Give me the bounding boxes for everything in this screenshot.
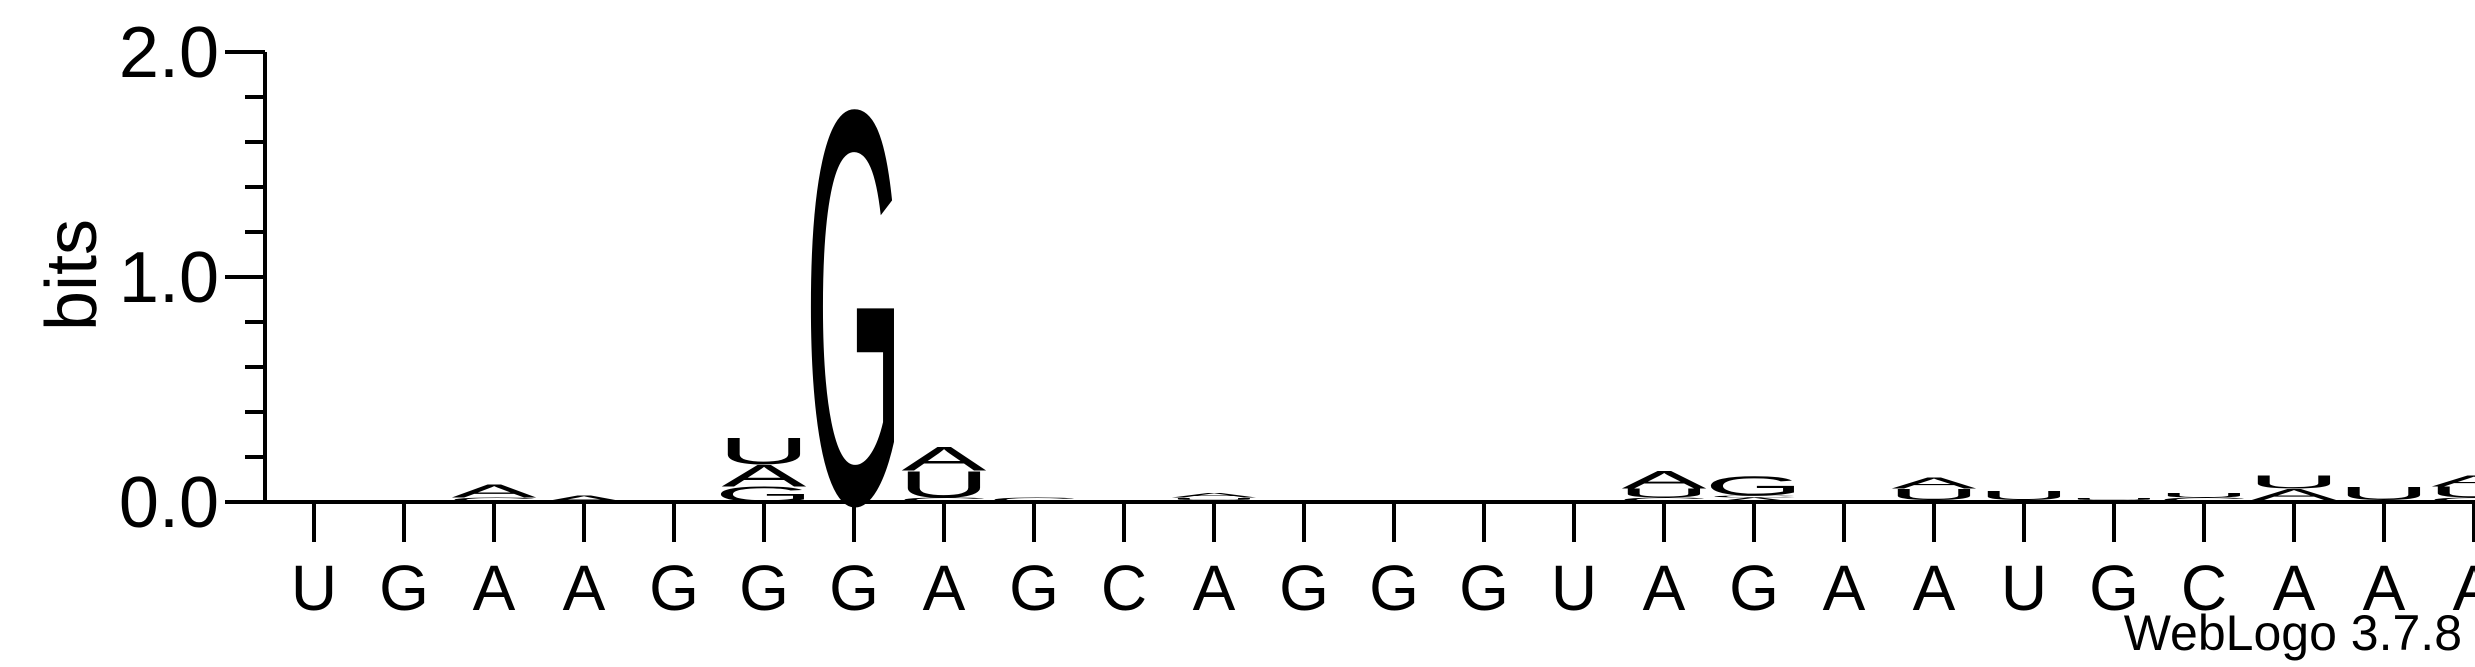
logo-letter: U bbox=[1888, 486, 1980, 503]
position-label: A bbox=[2273, 552, 2316, 624]
position-label: G bbox=[2089, 552, 2139, 624]
logo-letter: G bbox=[715, 482, 814, 506]
position-label: G bbox=[829, 552, 879, 624]
logo-letter: U bbox=[2068, 497, 2160, 500]
logo-letter: C bbox=[2428, 496, 2475, 503]
position-label: U bbox=[1551, 552, 1597, 624]
position-stack: A bbox=[542, 494, 627, 504]
position-label: A bbox=[1643, 552, 1686, 624]
position-label: A bbox=[2453, 552, 2475, 624]
position-label: C bbox=[2181, 552, 2227, 624]
position-label: G bbox=[1459, 552, 1509, 624]
position-stack: CUA bbox=[1618, 466, 1710, 503]
position-stack: CUA bbox=[898, 440, 990, 506]
logo-letter: A bbox=[452, 481, 537, 502]
logo-letter: C bbox=[2338, 499, 2430, 502]
position-label: G bbox=[1369, 552, 1419, 624]
position-label: G bbox=[739, 552, 789, 624]
y-tick-label: 2.0 bbox=[119, 13, 219, 93]
position-label: A bbox=[923, 552, 966, 624]
position-label: G bbox=[1009, 552, 1059, 624]
position-stack: CU bbox=[2338, 483, 2430, 504]
position-label: A bbox=[473, 552, 516, 624]
logo-letter: U bbox=[1168, 497, 1260, 500]
position-stack: CU bbox=[1978, 489, 2070, 503]
logo-letter: C bbox=[1888, 499, 1980, 502]
y-tick-label: 0.0 bbox=[119, 463, 219, 543]
y-axis: 0.0 1.0 2.0 bits bbox=[32, 13, 267, 543]
position-stack: CU bbox=[2158, 492, 2250, 504]
position-label: A bbox=[1193, 552, 1236, 624]
logo-letter: C bbox=[1258, 499, 1350, 502]
position-label: A bbox=[1823, 552, 1866, 624]
position-stack: G bbox=[805, 0, 904, 622]
logo-letter: A bbox=[1622, 466, 1707, 494]
position-label: U bbox=[291, 552, 337, 624]
logo-letter: C bbox=[1978, 499, 2070, 502]
position-label: U bbox=[2001, 552, 2047, 624]
position-label: C bbox=[1101, 552, 1147, 624]
logo-letter: A bbox=[2252, 486, 2338, 503]
position-label: A bbox=[2363, 552, 2406, 624]
position-stack: CU bbox=[2068, 497, 2160, 503]
position-stack: C bbox=[1348, 499, 1440, 502]
logo-letter: A bbox=[272, 499, 357, 502]
logo-letter: C bbox=[1168, 499, 1260, 502]
position-stack: GAU bbox=[715, 430, 814, 507]
logo-letter: A bbox=[902, 440, 987, 478]
logo-letter: U bbox=[2248, 472, 2340, 493]
logo-letter: A bbox=[722, 458, 807, 493]
position-stack: CUA bbox=[2428, 472, 2475, 503]
logo-letter: U bbox=[2428, 484, 2475, 501]
position-label: A bbox=[563, 552, 606, 624]
position-stack: C bbox=[988, 496, 1080, 503]
logo-letter: A bbox=[542, 494, 627, 504]
position-stack: A bbox=[272, 499, 357, 502]
logo-letter: C bbox=[2248, 499, 2340, 502]
logo-letter: U bbox=[718, 430, 810, 472]
logo-letter: U bbox=[2338, 483, 2430, 504]
letter-stacks: ACAAGAUGCUACCUACCCUAACGCUACUCUCUCAUCUCUA bbox=[272, 0, 2475, 622]
logo-letter: C bbox=[1708, 495, 1800, 498]
position-stack: CA bbox=[448, 481, 540, 504]
position-stack: C bbox=[1258, 499, 1350, 502]
y-ticks: 0.0 1.0 2.0 bbox=[119, 13, 265, 543]
logo-letter: C bbox=[1618, 496, 1710, 503]
y-axis-label: bits bbox=[32, 219, 112, 331]
logo-letter: G bbox=[1705, 470, 1804, 501]
position-stack: CAU bbox=[2248, 472, 2340, 503]
y-tick-label: 1.0 bbox=[119, 238, 219, 318]
logo-letter: U bbox=[898, 464, 990, 506]
logo-letter: A bbox=[1712, 496, 1797, 503]
position-label: G bbox=[1279, 552, 1329, 624]
logo-letter: C bbox=[2068, 499, 2160, 502]
logo-letter: U bbox=[1978, 489, 2070, 503]
weblogo-version-label: WebLogo 3.7.8 bbox=[2124, 605, 2462, 661]
position-stack: CUA bbox=[1888, 475, 1980, 504]
position-label: G bbox=[649, 552, 699, 624]
logo-letter: C bbox=[988, 496, 1080, 503]
logo-letter: U bbox=[1618, 486, 1710, 500]
position-stack: ACG bbox=[1705, 470, 1804, 503]
logo-letter: C bbox=[2158, 496, 2250, 503]
position-label: G bbox=[379, 552, 429, 624]
position-label: G bbox=[1729, 552, 1779, 624]
logo-letter: C bbox=[1348, 499, 1440, 502]
logo-letter: U bbox=[2158, 492, 2250, 499]
logo-letter: G bbox=[805, 0, 904, 622]
position-label: A bbox=[1913, 552, 1956, 624]
logo-letter: A bbox=[1172, 492, 1257, 499]
position-stack: CUA bbox=[1168, 492, 1260, 503]
logo-letter: C bbox=[898, 496, 990, 503]
logo-letter: A bbox=[1892, 475, 1978, 492]
logo-letter: A bbox=[2432, 472, 2475, 489]
logo-letter: C bbox=[448, 496, 540, 503]
